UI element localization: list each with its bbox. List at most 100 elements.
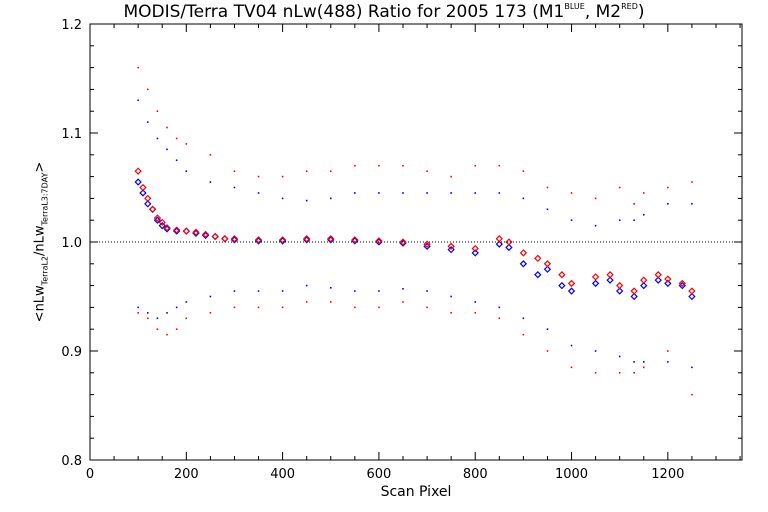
data-point xyxy=(402,288,404,290)
data-point xyxy=(163,224,171,232)
data-point xyxy=(354,290,356,292)
data-point xyxy=(505,243,513,252)
data-point xyxy=(618,186,621,189)
data-point xyxy=(175,328,178,330)
data-point xyxy=(616,287,624,295)
data-point xyxy=(254,237,263,245)
data-point xyxy=(281,197,284,200)
axes: 0 200 400 600 800 1000 1200 0.8 0.9 1.0 1.1 1.2 xyxy=(61,18,743,482)
data-point xyxy=(543,265,552,273)
data-point xyxy=(185,170,188,172)
data-point xyxy=(567,287,576,295)
data-point xyxy=(570,366,573,369)
data-point xyxy=(209,181,212,183)
data-point xyxy=(144,200,152,208)
x-tick-label: 1000 xyxy=(555,467,588,482)
data-point xyxy=(156,110,159,112)
data-point xyxy=(522,333,525,336)
data-point xyxy=(192,228,200,236)
data-point xyxy=(139,183,147,192)
data-point xyxy=(185,317,188,320)
data-point xyxy=(175,306,178,309)
data-point xyxy=(618,372,621,374)
data-point xyxy=(426,192,428,194)
data-point xyxy=(137,66,139,69)
data-point xyxy=(166,312,168,314)
data-point xyxy=(351,237,359,245)
data-point xyxy=(172,227,181,235)
data-point xyxy=(426,170,428,172)
data-point xyxy=(570,344,573,347)
data-point xyxy=(327,236,335,244)
data-point xyxy=(691,393,693,396)
data-point xyxy=(257,306,260,309)
y-tick-label: 1.2 xyxy=(61,18,82,33)
data-point xyxy=(281,306,284,309)
data-point xyxy=(423,240,431,248)
data-point xyxy=(303,236,311,244)
data-point xyxy=(667,186,669,189)
data-point xyxy=(640,281,648,290)
data-point xyxy=(233,290,236,292)
data-point xyxy=(594,350,597,352)
series-m2-upper-bound xyxy=(137,66,693,205)
data-point xyxy=(192,229,200,237)
data-point xyxy=(678,279,686,288)
data-point xyxy=(691,203,693,205)
data-point xyxy=(182,227,190,235)
data-point xyxy=(654,271,662,279)
data-point xyxy=(498,164,501,167)
data-point xyxy=(450,192,452,194)
data-point xyxy=(166,148,168,151)
data-point xyxy=(664,275,672,283)
data-point xyxy=(474,301,477,303)
data-point xyxy=(354,306,356,309)
data-point xyxy=(148,205,157,213)
data-point xyxy=(534,254,542,263)
data-point xyxy=(351,236,359,244)
data-point xyxy=(201,230,210,239)
data-point xyxy=(450,295,452,298)
data-point xyxy=(305,284,308,287)
data-point xyxy=(281,290,284,292)
data-point xyxy=(534,271,542,279)
data-point xyxy=(642,192,645,194)
data-point xyxy=(447,242,455,251)
data-point xyxy=(606,271,614,279)
data-point xyxy=(144,194,152,203)
x-tick-label: 600 xyxy=(367,467,392,482)
data-point xyxy=(498,192,501,194)
y-tick-label: 1.0 xyxy=(61,236,82,251)
data-point xyxy=(156,317,159,320)
data-point xyxy=(567,279,576,288)
x-tick-label: 400 xyxy=(270,467,295,482)
y-tick-label: 1.1 xyxy=(61,127,82,142)
data-point xyxy=(558,281,566,290)
x-tick-label: 0 xyxy=(86,467,94,482)
data-point xyxy=(667,361,669,363)
data-point xyxy=(278,237,287,245)
data-point xyxy=(146,121,149,123)
data-point xyxy=(591,273,600,281)
y-axis-label: <nLwTerraL2/nLwTerraL3:7DAY> xyxy=(32,161,50,323)
data-point xyxy=(691,366,693,369)
data-point xyxy=(233,306,236,309)
data-point xyxy=(474,312,477,314)
data-point xyxy=(137,312,139,314)
data-point xyxy=(375,237,383,245)
data-point xyxy=(378,192,380,194)
data-point xyxy=(450,312,452,314)
data-point xyxy=(375,238,383,246)
data-point xyxy=(633,219,635,221)
data-point xyxy=(642,366,645,369)
data-point xyxy=(166,333,168,336)
data-point xyxy=(570,192,573,194)
data-point xyxy=(642,213,645,216)
data-point xyxy=(558,271,566,279)
data-point xyxy=(471,249,479,257)
data-point xyxy=(257,192,260,194)
data-point xyxy=(474,164,477,167)
data-point xyxy=(594,224,597,227)
data-point xyxy=(233,186,236,189)
data-point xyxy=(498,317,501,320)
